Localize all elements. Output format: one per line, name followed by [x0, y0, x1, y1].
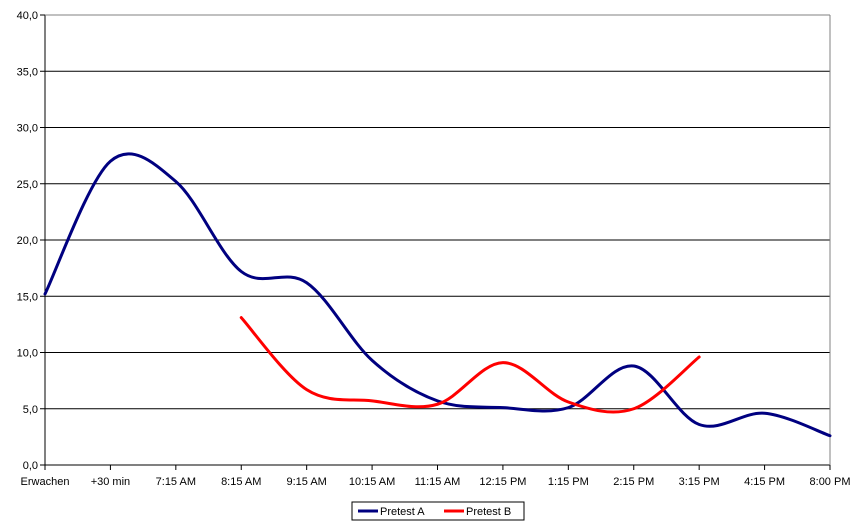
series-lines	[43, 152, 832, 438]
y-tick-label: 20,0	[17, 235, 38, 247]
legend-label-pretest-a: Pretest A	[380, 506, 425, 518]
x-tick-label: +30 min	[91, 476, 130, 488]
x-tick-label: 10:15 AM	[349, 476, 395, 488]
legend: Pretest A Pretest B	[351, 501, 525, 521]
y-tick-labels: 0,0 5,0 10,0 15,0 20,0 25,0 30,0 35,0 40,0	[17, 10, 38, 472]
x-tick-label: 3:15 PM	[679, 476, 720, 488]
y-tick-label: 15,0	[17, 291, 38, 303]
y-tick-label: 0,0	[23, 460, 38, 472]
y-tick-label: 30,0	[17, 123, 38, 135]
x-tick-label: 7:15 AM	[156, 476, 196, 488]
series-line-pretest-a	[43, 152, 832, 438]
x-tick-label: 12:15 PM	[479, 476, 526, 488]
series-line-pretest-b	[239, 316, 701, 414]
y-tick-label: 5,0	[23, 404, 38, 416]
axes	[40, 14, 831, 470]
x-tick-label: Erwachen	[21, 476, 70, 488]
x-tick-label: 1:15 PM	[548, 476, 589, 488]
x-tick-label: 11:15 AM	[415, 476, 461, 488]
x-tick-label: 4:15 PM	[744, 476, 785, 488]
x-tick-label: 8:00 PM	[810, 476, 851, 488]
y-tick-label: 35,0	[17, 66, 38, 78]
x-tick-label: 8:15 AM	[221, 476, 261, 488]
legend-label-pretest-b: Pretest B	[466, 506, 511, 518]
x-tick-label: 9:15 AM	[286, 476, 326, 488]
x-tick-labels: Erwachen +30 min 7:15 AM 8:15 AM 9:15 AM 10:1…	[21, 476, 851, 488]
y-tick-label: 10,0	[17, 348, 38, 360]
y-tick-label: 25,0	[17, 179, 38, 191]
y-tick-label: 40,0	[17, 10, 38, 22]
legend-box	[351, 501, 525, 521]
x-tick-label: 2:15 PM	[613, 476, 654, 488]
